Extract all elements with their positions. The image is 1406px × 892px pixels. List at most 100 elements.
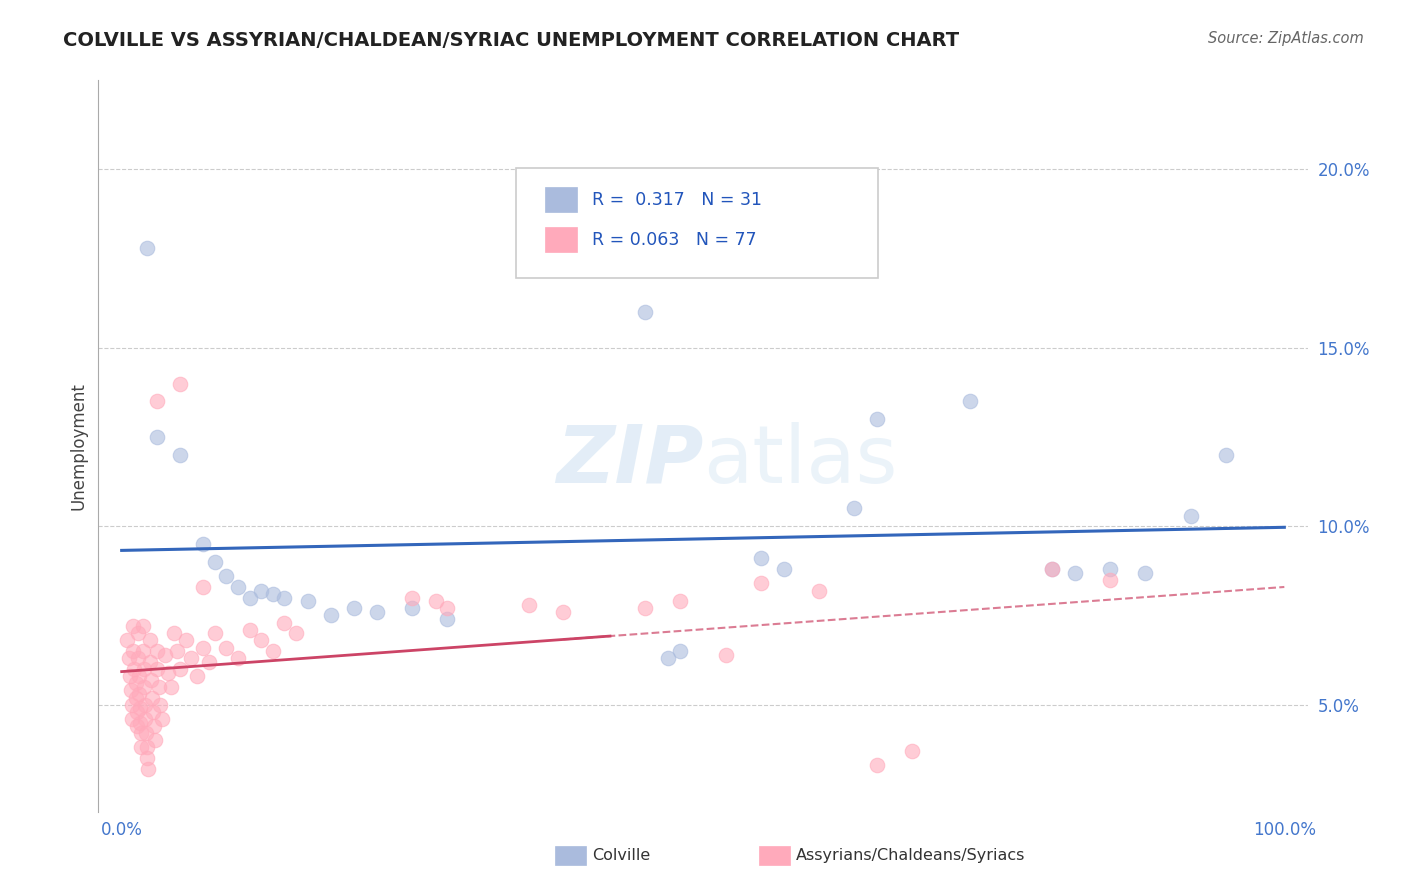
Point <box>844 501 866 516</box>
Point <box>124 690 146 705</box>
Point <box>634 305 657 319</box>
Point <box>122 619 145 633</box>
Point <box>668 644 690 658</box>
Text: Assyrians/Chaldeans/Syriacs: Assyrians/Chaldeans/Syriacs <box>796 848 1025 863</box>
Point <box>1064 566 1087 580</box>
Point <box>166 644 188 658</box>
Point <box>157 665 180 680</box>
Point <box>553 605 575 619</box>
Point <box>749 576 772 591</box>
Bar <box>544 187 578 212</box>
Point <box>148 680 170 694</box>
Point <box>226 651 249 665</box>
Point <box>1040 562 1063 576</box>
Text: atlas: atlas <box>703 422 897 500</box>
Point <box>401 601 423 615</box>
Point <box>239 591 262 605</box>
Point <box>135 726 157 740</box>
Point <box>808 583 831 598</box>
Point <box>343 601 366 615</box>
Point <box>273 591 295 605</box>
FancyBboxPatch shape <box>516 168 879 277</box>
Point <box>517 598 540 612</box>
Point <box>145 394 167 409</box>
Point <box>138 633 160 648</box>
Point <box>153 648 176 662</box>
Point <box>285 626 308 640</box>
Point <box>186 669 208 683</box>
Point <box>125 705 148 719</box>
Point <box>136 241 159 255</box>
Point <box>121 712 143 726</box>
Point <box>125 719 148 733</box>
Point <box>145 430 167 444</box>
Point <box>1040 562 1063 576</box>
Point <box>436 601 458 615</box>
Point <box>226 580 249 594</box>
Point <box>716 648 738 662</box>
Point <box>866 758 889 772</box>
Point <box>169 662 191 676</box>
Point <box>262 644 284 658</box>
Point <box>120 683 142 698</box>
Point <box>169 376 191 391</box>
Point <box>866 412 889 426</box>
Point <box>118 651 141 665</box>
Point <box>1180 508 1202 523</box>
Point <box>145 662 167 676</box>
Point <box>180 651 202 665</box>
Point <box>657 651 679 665</box>
Text: Colville: Colville <box>592 848 650 863</box>
Point <box>174 633 197 648</box>
Point <box>127 651 149 665</box>
Point <box>191 640 214 655</box>
Point <box>250 633 273 648</box>
Text: Source: ZipAtlas.com: Source: ZipAtlas.com <box>1208 31 1364 46</box>
Point <box>145 733 167 747</box>
Point <box>129 715 152 730</box>
Point <box>773 562 796 576</box>
Point <box>136 751 159 765</box>
Point <box>132 680 155 694</box>
Point <box>215 640 238 655</box>
Point <box>131 644 153 658</box>
Point <box>124 662 146 676</box>
Point <box>169 448 191 462</box>
Point <box>668 594 690 608</box>
Point <box>138 762 160 776</box>
Point <box>1098 573 1121 587</box>
Point <box>198 655 221 669</box>
Point <box>145 644 167 658</box>
Point <box>239 623 262 637</box>
Point <box>1215 448 1237 462</box>
Bar <box>544 227 578 252</box>
Point <box>131 726 153 740</box>
Text: R =  0.317   N = 31: R = 0.317 N = 31 <box>592 191 762 209</box>
Point <box>401 591 423 605</box>
Point <box>273 615 295 630</box>
Point <box>141 690 163 705</box>
Point <box>131 619 153 633</box>
Point <box>959 394 981 409</box>
Y-axis label: Unemployment: Unemployment <box>69 382 87 510</box>
Point <box>262 587 284 601</box>
Point <box>319 608 342 623</box>
Point <box>139 673 162 687</box>
Point <box>136 740 159 755</box>
Point <box>129 701 152 715</box>
Point <box>1133 566 1156 580</box>
Point <box>204 626 226 640</box>
Point <box>127 626 149 640</box>
Point <box>150 712 173 726</box>
Point <box>128 687 150 701</box>
Text: R = 0.063   N = 77: R = 0.063 N = 77 <box>592 231 756 249</box>
Point <box>215 569 238 583</box>
Point <box>131 740 153 755</box>
Point <box>159 680 181 694</box>
Point <box>366 605 388 619</box>
Point <box>124 676 146 690</box>
Point <box>117 633 139 648</box>
Point <box>191 537 214 551</box>
Point <box>425 594 447 608</box>
Point <box>118 669 141 683</box>
